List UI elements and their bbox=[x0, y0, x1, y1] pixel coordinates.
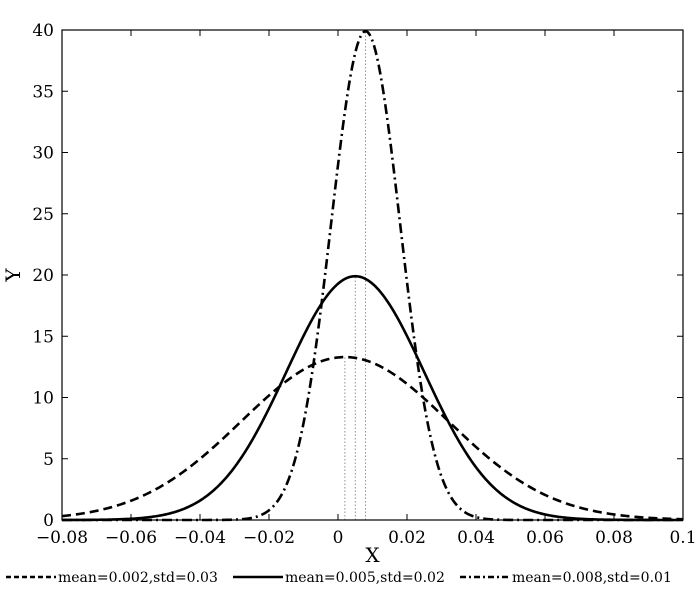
x-tick-label: 0.02 bbox=[388, 528, 426, 548]
y-axis-title: Y bbox=[1, 268, 25, 283]
plot-frame bbox=[61, 29, 684, 521]
plot-curves bbox=[61, 30, 684, 522]
x-tick-label: 0.06 bbox=[526, 528, 564, 548]
y-tick-label: 25 bbox=[32, 205, 54, 225]
x-tick-label: 0 bbox=[333, 528, 344, 548]
x-tick-label: 0.04 bbox=[457, 528, 495, 548]
y-tick-label: 15 bbox=[32, 327, 54, 347]
legend-label: mean=0.008,std=0.01 bbox=[512, 570, 672, 586]
series-line bbox=[62, 274, 683, 522]
x-axis-ticks: −0.08 −0.06 −0.04 −0.02 0 0.02 0.04 0.06 0.08 0.1 bbox=[36, 30, 697, 548]
legend: mean=0.002,std=0.03 mean=0.005,std=0.02 me… bbox=[6, 570, 672, 586]
x-tick-label: −0.08 bbox=[36, 528, 88, 548]
mean-marker-lines bbox=[344, 31, 367, 520]
x-axis-title: X bbox=[365, 543, 380, 567]
x-tick-label: −0.02 bbox=[243, 528, 295, 548]
legend-label: mean=0.002,std=0.03 bbox=[58, 570, 218, 586]
y-tick-label: 5 bbox=[43, 450, 54, 470]
x-tick-label: −0.04 bbox=[174, 528, 226, 548]
y-tick-label: 35 bbox=[32, 82, 54, 102]
y-axis-ticks: 0 5 10 15 20 25 30 35 40 bbox=[32, 21, 683, 531]
y-tick-label: 20 bbox=[32, 266, 54, 286]
x-tick-label: 0.1 bbox=[669, 528, 696, 548]
y-tick-label: 30 bbox=[32, 144, 54, 164]
series-line bbox=[62, 30, 683, 522]
y-tick-label: 40 bbox=[32, 21, 54, 41]
y-tick-label: 10 bbox=[32, 389, 54, 409]
legend-label: mean=0.005,std=0.02 bbox=[285, 570, 445, 586]
series-line bbox=[61, 355, 684, 521]
x-tick-label: −0.06 bbox=[105, 528, 157, 548]
y-tick-label: 0 bbox=[43, 511, 54, 531]
x-tick-label: 0.08 bbox=[595, 528, 633, 548]
